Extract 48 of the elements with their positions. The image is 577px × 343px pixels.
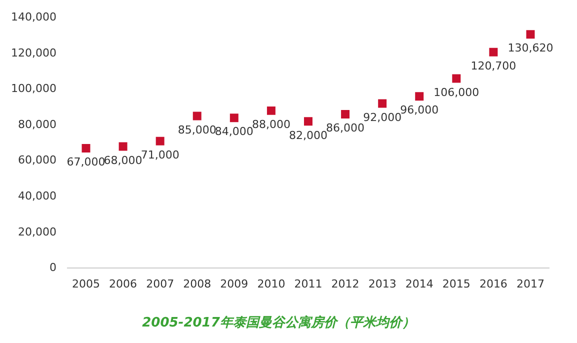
x-tick-label: 2010 (257, 278, 286, 291)
y-tick-label: 40,000 (18, 189, 56, 202)
point (118, 142, 128, 151)
x-tick-label: 2005 (72, 278, 100, 291)
data-label: 92,000 (363, 110, 402, 124)
x-tick-label: 2017 (516, 278, 544, 291)
x-tick-label: 2009 (220, 278, 248, 291)
x-tick-label: 2016 (479, 278, 508, 291)
x-tick-label: 2015 (442, 278, 470, 291)
point (452, 74, 461, 83)
x-tick-label: 2014 (405, 278, 434, 291)
data-label: 96,000 (400, 104, 439, 117)
x-tick-label: 2011 (294, 278, 322, 291)
data-label: 120,700 (470, 60, 516, 73)
x-tick-label: 2012 (331, 278, 360, 291)
x-tick-label: 2006 (109, 278, 138, 291)
y-tick-label: 60,000 (18, 154, 56, 167)
point (526, 30, 535, 39)
y-tick-label: 20,000 (18, 225, 56, 238)
point (266, 106, 276, 115)
point (489, 48, 498, 56)
y-tick-label: 120,000 (10, 46, 56, 60)
point (156, 136, 164, 146)
y-tick-label: 0 (49, 261, 56, 274)
point (230, 114, 238, 122)
point (378, 99, 387, 108)
data-label: 106,000 (434, 86, 480, 99)
data-label: 130,620 (508, 42, 554, 55)
x-tick-label: 2013 (368, 278, 396, 291)
y-tick-label: 140,000 (10, 10, 56, 24)
y-tick-label: 80,000 (18, 118, 56, 131)
data-label: 85,000 (178, 123, 216, 136)
point (82, 144, 90, 153)
y-tick-label: 100,000 (10, 82, 56, 96)
point (341, 110, 350, 119)
x-tick-label: 2008 (183, 278, 212, 291)
point (304, 117, 312, 126)
point (415, 92, 424, 101)
data-label: 67,000 (66, 156, 106, 169)
point (192, 112, 202, 120)
data-label: 82,000 (288, 128, 328, 142)
text: 2005-2017年泰国曼谷公寓房价（平米均价） (142, 314, 415, 331)
data-label: 84,000 (214, 125, 254, 138)
x-tick-label: 2007 (146, 278, 174, 291)
data-label: 68,000 (104, 154, 142, 167)
data-label: 71,000 (140, 148, 180, 162)
data-label: 86,000 (326, 122, 365, 135)
data-label: 88,000 (252, 118, 290, 132)
